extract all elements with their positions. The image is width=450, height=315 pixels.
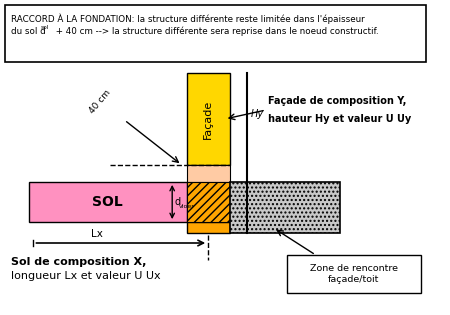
Text: longueur Lx et valeur U Ux: longueur Lx et valeur U Ux — [12, 271, 161, 281]
Bar — [187, 182, 230, 222]
Bar — [187, 165, 230, 182]
Text: 40 cm: 40 cm — [88, 88, 113, 115]
Text: Façade: Façade — [203, 99, 213, 139]
Bar — [29, 182, 187, 222]
Bar — [287, 255, 421, 293]
Text: + 40 cm --> la structure différente sera reprise dans le noeud constructif.: + 40 cm --> la structure différente sera… — [53, 27, 378, 37]
Bar — [187, 222, 230, 233]
Bar — [230, 182, 340, 233]
Text: Hy: Hy — [251, 109, 264, 119]
Text: façade/toit: façade/toit — [328, 275, 380, 284]
Text: hauteur Hy et valeur U Uy: hauteur Hy et valeur U Uy — [268, 114, 411, 124]
Bar — [5, 5, 426, 62]
Text: Sol de composition X,: Sol de composition X, — [12, 257, 147, 267]
Text: RACCORD À LA FONDATION: la structure différente reste limitée dans l'épaisseur: RACCORD À LA FONDATION: la structure dif… — [10, 13, 364, 24]
Text: sol: sol — [41, 25, 50, 30]
Text: d: d — [174, 197, 180, 207]
Text: Zone de rencontre: Zone de rencontre — [310, 264, 398, 273]
Text: Lx: Lx — [91, 229, 103, 239]
Text: SOL: SOL — [92, 195, 123, 209]
Text: vloer: vloer — [179, 204, 195, 209]
Text: Façade de composition Y,: Façade de composition Y, — [268, 96, 406, 106]
Text: du sol d: du sol d — [10, 27, 45, 36]
Bar — [187, 73, 230, 165]
